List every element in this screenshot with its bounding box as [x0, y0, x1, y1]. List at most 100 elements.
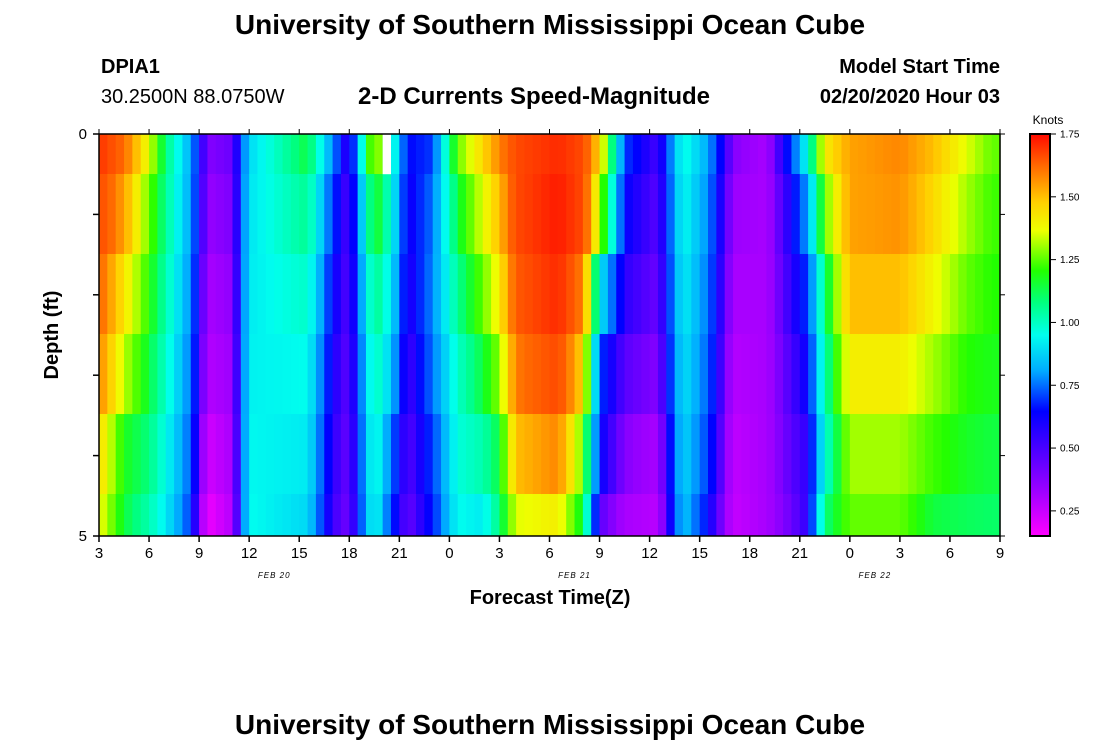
heatmap-cell — [466, 254, 476, 335]
x-tick-label: 15 — [691, 545, 708, 562]
heatmap-cell — [374, 174, 384, 255]
heatmap-cell — [708, 414, 717, 495]
heatmap-cell — [741, 414, 751, 495]
heatmap-cell — [307, 134, 317, 175]
colorbar-tick-label: 0.50 — [1060, 444, 1080, 455]
heatmap-cell — [299, 134, 309, 175]
heatmap-cell — [282, 254, 292, 335]
heatmap-cell — [240, 254, 250, 335]
heatmap-cell — [265, 254, 275, 335]
heatmap-cell — [466, 414, 476, 495]
heatmap-cell — [682, 494, 692, 536]
heatmap-cell — [299, 334, 309, 415]
colorbar-label: Knots — [1033, 113, 1064, 127]
heatmap-cell — [215, 494, 225, 536]
heatmap-cell — [766, 174, 776, 255]
heatmap-cell — [891, 494, 901, 536]
heatmap-cell — [966, 334, 976, 415]
heatmap-cell — [299, 174, 309, 255]
heatmap-cell — [716, 254, 726, 335]
heatmap-cell — [774, 174, 784, 255]
heatmap-cell — [124, 494, 133, 536]
heatmap-cell — [682, 414, 692, 495]
heatmap-cell — [474, 414, 484, 495]
heatmap-cell — [708, 334, 717, 415]
heatmap-cell — [149, 494, 158, 536]
heatmap-cell — [866, 254, 876, 335]
heatmap-cell — [324, 134, 334, 175]
y-axis-label: Depth (ft) — [41, 291, 63, 380]
heatmap-cell — [199, 414, 209, 495]
heatmap-cell — [407, 174, 417, 255]
heatmap-cell — [941, 334, 951, 415]
heatmap-cell — [549, 494, 559, 536]
heatmap-cell — [916, 134, 926, 175]
heatmap-cell — [432, 334, 442, 415]
heatmap-cell — [165, 494, 175, 536]
heatmap-cell — [599, 134, 609, 175]
heatmap-cell — [416, 334, 425, 415]
heatmap-cell — [441, 174, 450, 255]
heatmap-cell — [424, 174, 434, 255]
x-tick-label: 6 — [145, 545, 153, 562]
heatmap-cell — [107, 174, 117, 255]
x-tick-label: 3 — [495, 545, 503, 562]
heatmap-cell — [924, 134, 934, 175]
heatmap-cell — [199, 254, 209, 335]
heatmap-cell — [307, 494, 317, 536]
heatmap-cell — [591, 254, 601, 335]
x-date-label: FEB 20 — [258, 571, 291, 580]
heatmap-cell — [983, 254, 993, 335]
heatmap-cell — [566, 494, 576, 536]
heatmap-cell — [115, 494, 125, 536]
heatmap-cell — [157, 494, 167, 536]
heatmap-cell — [908, 494, 918, 536]
heatmap-cell — [441, 414, 450, 495]
heatmap-cell — [240, 174, 250, 255]
heatmap-cell — [749, 134, 759, 175]
heatmap-cell — [783, 174, 793, 255]
heatmap-cell — [482, 134, 492, 175]
heatmap-cell — [716, 174, 726, 255]
heatmap-cell — [332, 494, 342, 536]
heatmap-cell — [107, 254, 117, 335]
heatmap-cell — [958, 334, 968, 415]
heatmap-cell — [541, 134, 551, 175]
heatmap-cell — [115, 254, 125, 335]
heatmap-cell — [708, 494, 717, 536]
heatmap-cell — [249, 334, 259, 415]
heatmap-cell — [849, 334, 859, 415]
heatmap-cell — [274, 494, 284, 536]
heatmap-cell — [115, 334, 125, 415]
x-tick-label: 12 — [641, 545, 658, 562]
heatmap-cell — [574, 174, 584, 255]
heatmap-cell — [541, 414, 551, 495]
heatmap-cell — [374, 134, 384, 175]
heatmap-cell — [224, 414, 234, 495]
heatmap-cell — [699, 254, 709, 335]
heatmap-cell — [799, 414, 809, 495]
heatmap-cell — [524, 494, 534, 536]
heatmap-cell — [174, 254, 184, 335]
heatmap-cell — [908, 254, 918, 335]
heatmap-cell — [357, 414, 367, 495]
heatmap-cell — [449, 134, 459, 175]
heatmap-cell — [182, 134, 192, 175]
heatmap-cell — [374, 334, 384, 415]
heatmap-cell — [99, 134, 108, 175]
heatmap-cell — [124, 414, 133, 495]
heatmap-cell — [374, 254, 384, 335]
heatmap-cell — [532, 254, 542, 335]
heatmap-cell — [390, 134, 400, 175]
heatmap-cell — [290, 174, 300, 255]
heatmap-cell — [432, 174, 442, 255]
heatmap-cell — [799, 134, 809, 175]
heatmap-cell — [891, 134, 901, 175]
heatmap-cell — [599, 254, 609, 335]
y-axis: 05 — [79, 126, 1005, 545]
heatmap-cell — [699, 334, 709, 415]
x-tick-label: 21 — [391, 545, 408, 562]
heatmap-cell — [232, 134, 242, 175]
heatmap-cell — [808, 414, 818, 495]
heatmap-cell — [324, 174, 334, 255]
